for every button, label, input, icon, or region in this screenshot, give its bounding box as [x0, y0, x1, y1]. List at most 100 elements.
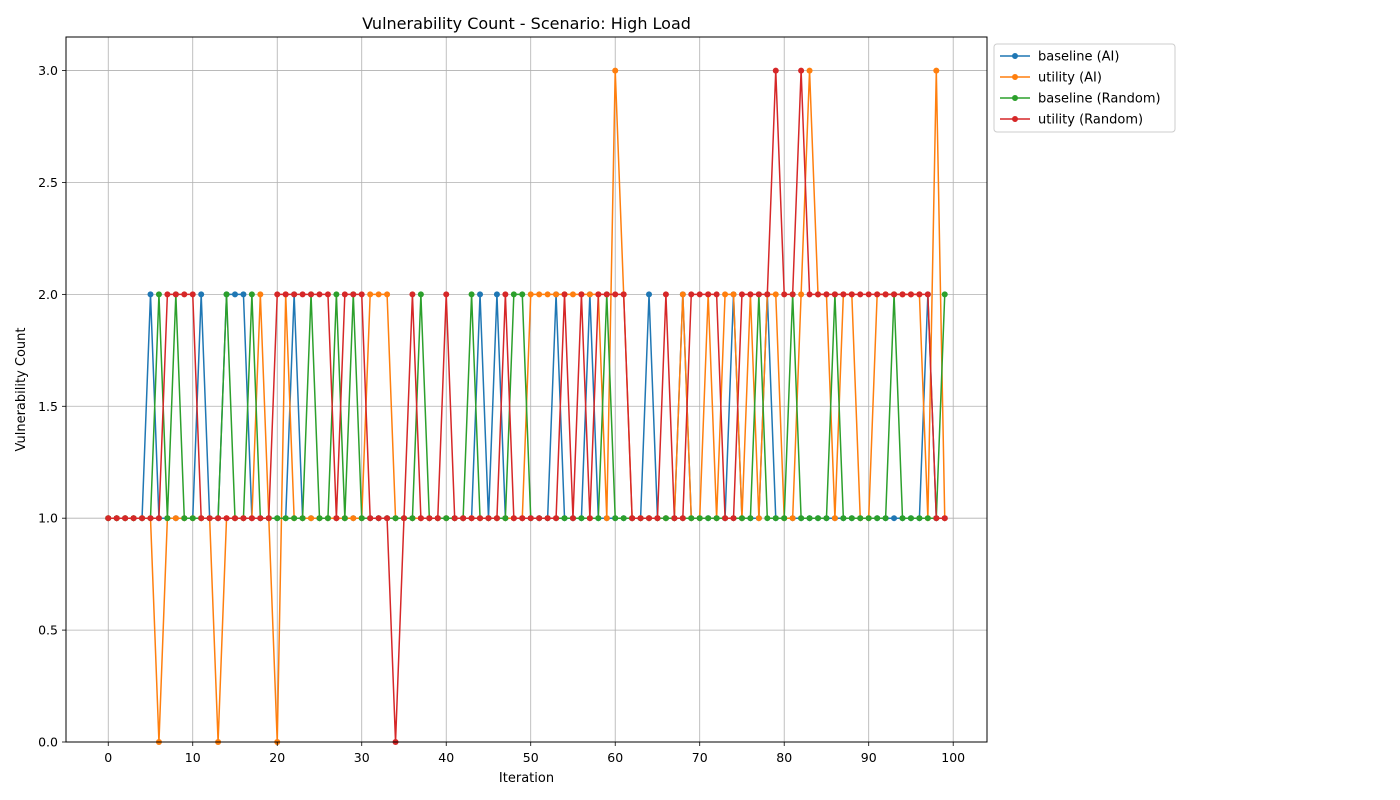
x-tick-label: 20	[269, 750, 285, 765]
data-point	[443, 515, 450, 522]
data-point	[612, 67, 619, 74]
data-point	[231, 291, 238, 298]
data-point	[840, 291, 847, 298]
data-point	[409, 291, 416, 298]
data-point	[637, 515, 644, 522]
data-point	[738, 291, 745, 298]
data-point	[924, 515, 931, 522]
data-point	[857, 515, 864, 522]
data-point	[333, 291, 340, 298]
data-point	[823, 515, 830, 522]
data-point	[815, 515, 822, 522]
data-point	[181, 515, 188, 522]
x-tick-label: 100	[941, 750, 965, 765]
data-point	[696, 515, 703, 522]
data-point	[426, 515, 433, 522]
data-point	[595, 515, 602, 522]
data-point	[274, 515, 281, 522]
y-tick-label: 2.0	[38, 287, 58, 302]
data-point	[646, 291, 653, 298]
data-point	[722, 515, 729, 522]
data-point	[924, 291, 931, 298]
data-point	[933, 67, 940, 74]
data-point	[891, 291, 898, 298]
data-point	[806, 291, 813, 298]
data-point	[417, 291, 424, 298]
data-point	[620, 291, 627, 298]
x-tick-label: 50	[523, 750, 539, 765]
data-point	[358, 515, 365, 522]
data-point	[654, 515, 661, 522]
data-point	[527, 515, 534, 522]
plot-frame	[65, 36, 988, 743]
x-tick-label: 10	[185, 750, 201, 765]
data-point	[155, 515, 162, 522]
data-point	[299, 515, 306, 522]
data-point	[105, 515, 112, 522]
y-tick-label: 3.0	[38, 63, 58, 78]
x-axis-ticks: 0 10 20 30 40 50 60 70 80 90 100	[104, 742, 965, 765]
data-point	[316, 515, 323, 522]
data-point	[172, 291, 179, 298]
data-point	[798, 67, 805, 74]
series-line	[108, 69, 945, 743]
data-point	[848, 291, 855, 298]
data-point	[341, 515, 348, 522]
data-point	[341, 291, 348, 298]
data-point	[400, 515, 407, 522]
data-point	[409, 515, 416, 522]
data-point	[164, 291, 171, 298]
data-point	[553, 291, 560, 298]
data-point	[688, 515, 695, 522]
data-point	[620, 515, 627, 522]
data-point	[493, 291, 500, 298]
data-point	[215, 515, 222, 522]
data-point	[696, 291, 703, 298]
data-point	[705, 515, 712, 522]
data-point	[553, 515, 560, 522]
data-point	[823, 291, 830, 298]
data-point	[155, 291, 162, 298]
data-point	[468, 291, 475, 298]
data-point	[240, 291, 247, 298]
data-point	[705, 291, 712, 298]
legend-marker	[1012, 74, 1018, 80]
data-point	[248, 291, 255, 298]
legend-marker	[1012, 116, 1018, 122]
data-point	[713, 291, 720, 298]
x-axis-label: Iteration	[499, 771, 554, 786]
data-point	[544, 515, 551, 522]
legend-label: baseline (Random)	[1038, 92, 1161, 107]
data-point	[907, 291, 914, 298]
data-point	[477, 515, 484, 522]
data-point	[240, 515, 247, 522]
data-point	[815, 291, 822, 298]
legend-label: utility (AI)	[1038, 71, 1102, 86]
data-point	[764, 291, 771, 298]
data-point	[113, 515, 120, 522]
data-point	[198, 291, 205, 298]
x-tick-label: 0	[104, 750, 112, 765]
y-tick-label: 1.0	[38, 511, 58, 526]
data-point	[730, 515, 737, 522]
data-point	[848, 515, 855, 522]
data-point	[434, 515, 441, 522]
data-point	[806, 515, 813, 522]
data-point	[772, 291, 779, 298]
data-point	[248, 515, 255, 522]
data-point	[291, 515, 298, 522]
data-point	[612, 515, 619, 522]
data-point	[231, 515, 238, 522]
legend: baseline (AI) utility (AI) baseline (Rando…	[993, 43, 1176, 133]
data-point	[451, 515, 458, 522]
data-point	[874, 515, 881, 522]
data-point	[443, 291, 450, 298]
data-point	[350, 291, 357, 298]
series-line	[108, 293, 946, 519]
data-point	[730, 291, 737, 298]
data-point	[688, 291, 695, 298]
data-point	[561, 291, 568, 298]
data-point	[916, 515, 923, 522]
data-point	[941, 291, 948, 298]
data-point	[189, 515, 196, 522]
